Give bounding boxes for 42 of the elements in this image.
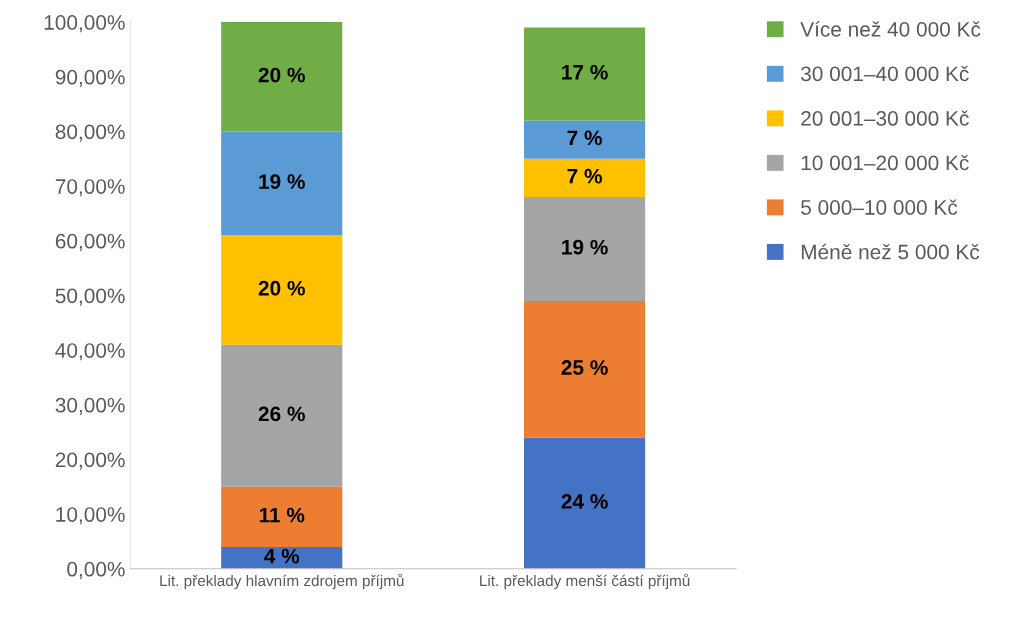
bar [221,235,343,345]
data-label: 19 % [259,174,305,189]
data-label: 19 % [562,239,608,255]
x-tick-label: Lit. překlady menší částí příjmů [480,573,690,590]
y-tick-label: 80,00% [55,124,125,142]
legend-label: 10 001–20 000 Kč [801,154,969,171]
bar [524,158,646,198]
y-tick-label: 10,00% [56,507,125,525]
data-label: 20 % [258,67,305,83]
y-tick-label: 60,00% [55,233,125,252]
y-tick-label: 40,00% [55,343,125,361]
legend-label: 20 001–30 000 Kč [801,110,969,126]
bar [221,22,343,132]
y-tick-label: 20,00% [55,452,125,470]
y-tick-label: 0,00% [67,561,125,580]
data-label: 4 % [264,548,300,564]
bar [221,344,343,487]
data-label: 25 % [561,360,608,375]
data-label: 11 % [259,507,305,523]
bar [221,486,343,547]
data-label: 26 % [258,406,305,422]
y-tick-label: 100,00% [44,15,125,33]
data-label: 7 % [567,168,602,184]
data-label: 24 % [561,494,608,509]
legend-label: 5 000–10 000 Kč [801,199,958,215]
legend-label: 30 001–40 000 Kč [801,65,969,82]
y-tick-label: 30,00% [55,397,125,416]
bar [524,437,646,569]
y-tick-label: 70,00% [55,179,125,197]
x-tick-label: Lit. překlady hlavním zdrojem příjmů [160,573,404,590]
y-tick-label: 90,00% [55,69,125,87]
data-label: 17 % [562,64,608,80]
y-tick-label: 50,00% [55,288,125,306]
bar [221,131,343,236]
bar [524,300,646,438]
data-label: 7 % [567,130,602,146]
bar [524,120,646,159]
bar [524,27,646,121]
legend-label: Méně než 5 000 Kč [801,243,980,260]
legend-label: Více než 40 000 Kč [800,21,981,37]
bar [524,197,646,301]
data-label: 20 % [258,280,305,296]
